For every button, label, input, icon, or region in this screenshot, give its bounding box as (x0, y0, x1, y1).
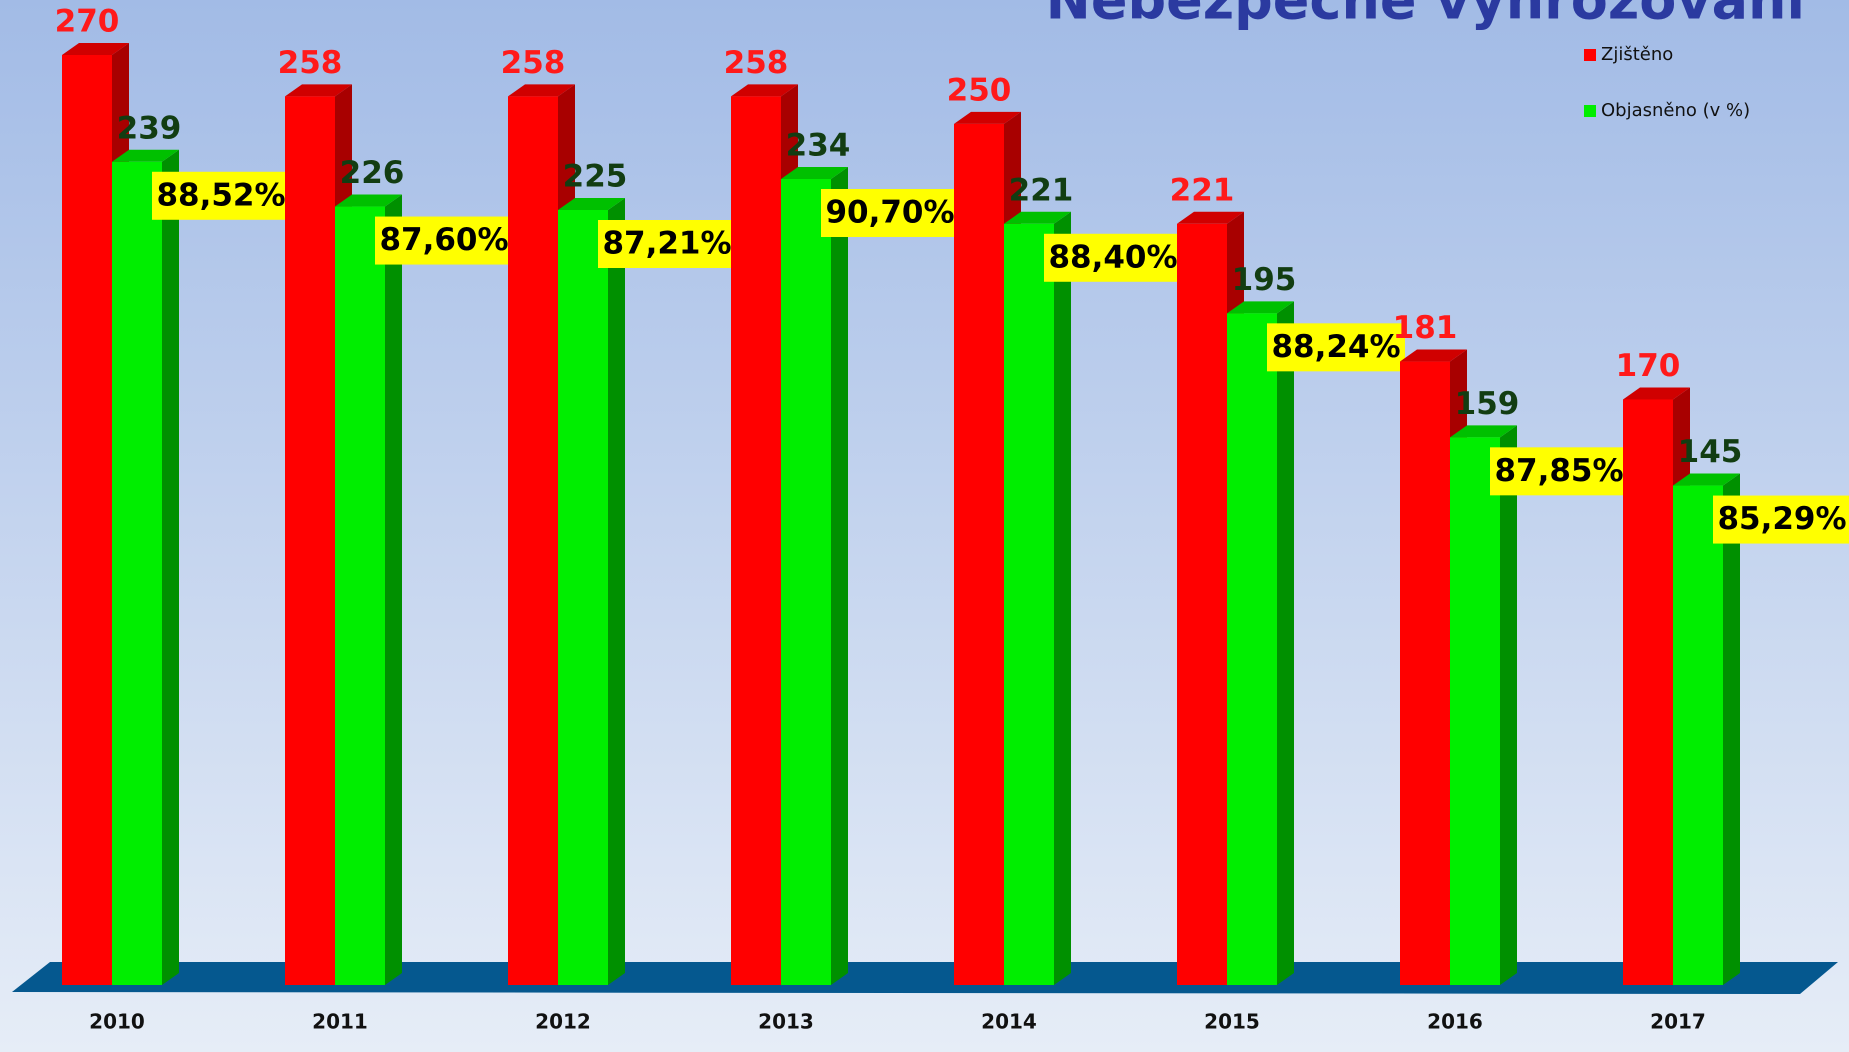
legend-label: Objasněno (v %) (1601, 100, 1750, 121)
annotation-box (1490, 447, 1628, 496)
bar-side (385, 194, 402, 986)
data-label: 226 (340, 155, 405, 191)
bar (1673, 485, 1723, 985)
bar-top (285, 84, 352, 97)
floor (12, 962, 1838, 994)
annotation: 88,40% (1048, 239, 1177, 275)
bar (112, 161, 162, 985)
legend-label: Zjištěno (1601, 44, 1673, 65)
annotation: 87,21% (602, 226, 731, 262)
annotation: 90,70% (825, 195, 954, 231)
data-label: 250 (947, 72, 1012, 108)
bar-side (1277, 301, 1294, 985)
data-label: 270 (55, 4, 120, 40)
bar-top (781, 167, 848, 179)
bar (1177, 223, 1227, 985)
annotation-box (375, 216, 513, 265)
bar-top (62, 43, 129, 55)
legend-swatch (1584, 105, 1596, 117)
bar (954, 123, 1004, 985)
bar (731, 96, 781, 986)
bar-top (731, 84, 798, 97)
bar (1227, 313, 1277, 985)
chart-title: Nebezpečné vyhrožování (1046, 0, 1808, 32)
x-tick-label: 2017 (1650, 1010, 1706, 1034)
legend-swatch (1584, 49, 1596, 61)
bar-top (1450, 425, 1517, 438)
bar (285, 96, 335, 986)
annotation: 88,24% (1271, 329, 1400, 365)
annotation-box (1044, 233, 1182, 282)
bar-top (1673, 473, 1740, 486)
data-label: 221 (1009, 172, 1074, 208)
x-tick-label: 2013 (758, 1010, 814, 1034)
bar-top (508, 84, 575, 97)
bar-top (1004, 211, 1071, 224)
annotation: 87,85% (1494, 453, 1623, 489)
x-tick-label: 2010 (89, 1010, 145, 1034)
bar (508, 96, 558, 986)
bar-side (1054, 211, 1071, 985)
data-label: 258 (278, 45, 343, 81)
data-label: 234 (786, 128, 851, 164)
bar (558, 210, 608, 985)
bar (1400, 361, 1450, 985)
data-label: 145 (1678, 434, 1743, 470)
bar-side (1723, 473, 1740, 985)
bar-top (1400, 349, 1467, 362)
bar-side (831, 167, 848, 985)
bar-top (1177, 211, 1244, 224)
annotation-box (1267, 323, 1405, 372)
annotation: 87,60% (379, 222, 508, 258)
x-tick-label: 2011 (312, 1010, 368, 1034)
bar-top (112, 149, 179, 162)
bar-top (1623, 387, 1690, 400)
bar-top (335, 194, 402, 207)
data-label: 258 (724, 45, 789, 81)
bar (1450, 437, 1500, 985)
bar-top (954, 111, 1021, 124)
data-label: 170 (1616, 348, 1681, 384)
bar-side (1500, 425, 1517, 985)
x-tick-label: 2012 (535, 1010, 591, 1034)
x-tick-label: 2015 (1204, 1010, 1260, 1034)
bar-top (1227, 301, 1294, 314)
bar-side (608, 198, 625, 985)
data-label: 159 (1455, 386, 1520, 422)
annotation-box (152, 171, 290, 220)
annotation: 85,29% (1717, 501, 1846, 537)
data-label: 181 (1393, 310, 1458, 346)
bar (62, 55, 112, 985)
data-label: 221 (1170, 172, 1235, 208)
x-tick-label: 2016 (1427, 1010, 1483, 1034)
bar (1004, 223, 1054, 985)
bar (335, 206, 385, 986)
annotation: 88,52% (156, 177, 285, 213)
data-label: 239 (117, 110, 182, 146)
data-label: 258 (501, 45, 566, 81)
annotation-box (598, 220, 736, 268)
annotation-box (821, 189, 959, 237)
x-tick-label: 2014 (981, 1010, 1037, 1034)
bar (1623, 399, 1673, 985)
bar-side (162, 149, 179, 985)
data-label: 225 (563, 159, 628, 195)
bar (781, 179, 831, 985)
data-label: 195 (1232, 262, 1297, 298)
annotation-box (1713, 495, 1849, 544)
bar-top (558, 198, 625, 210)
